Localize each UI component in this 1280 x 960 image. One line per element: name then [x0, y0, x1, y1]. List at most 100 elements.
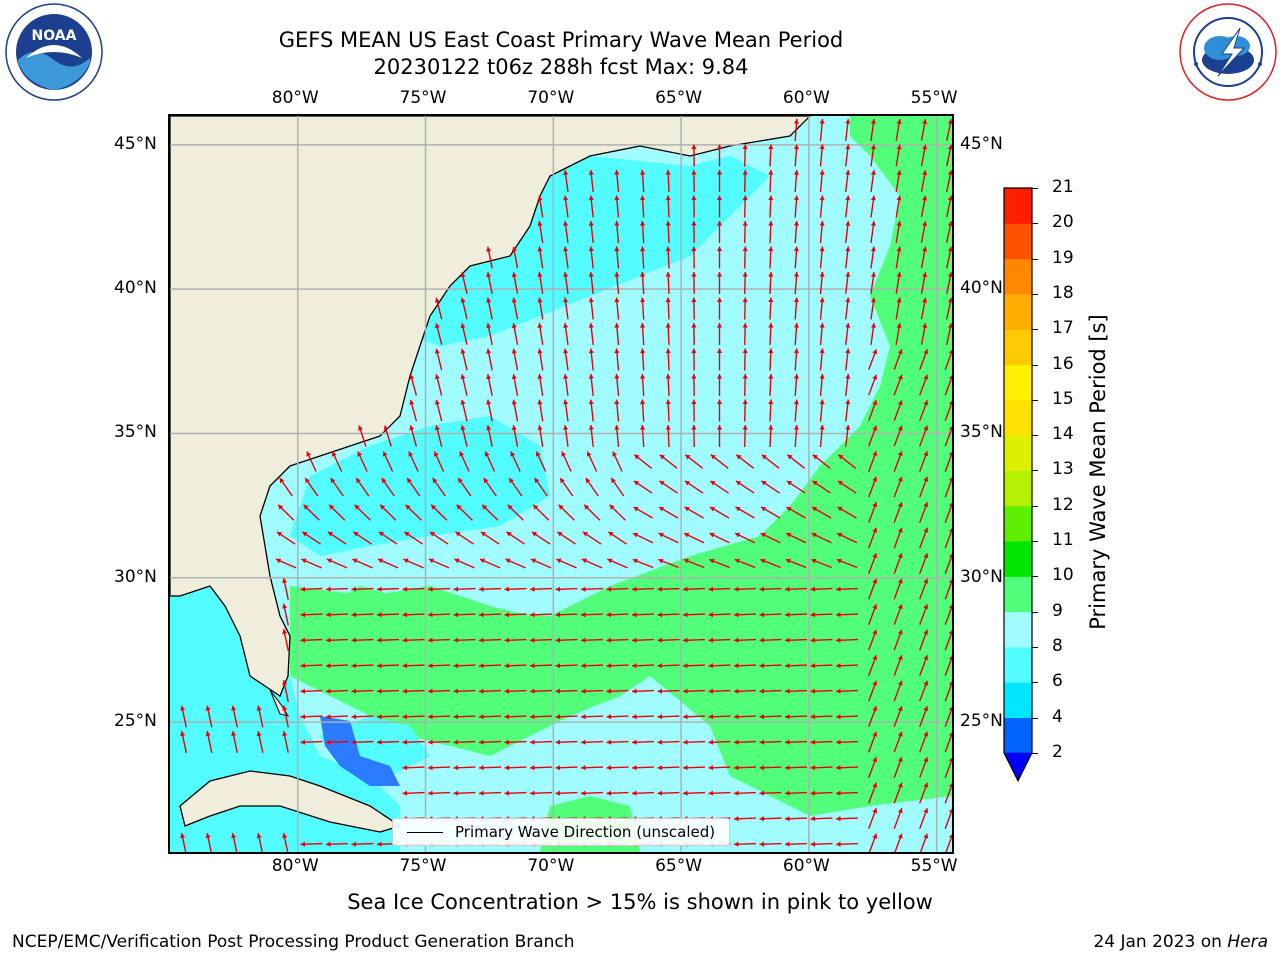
wave-direction-arrowhead — [530, 765, 535, 771]
wave-direction-arrowhead — [303, 504, 309, 510]
wave-direction-arrowhead — [657, 637, 663, 643]
colorbar-bin — [1004, 364, 1032, 401]
wave-direction-arrowhead — [665, 374, 671, 379]
colorbar-level-label: 2 — [1052, 741, 1063, 762]
wave-direction-arrowhead — [665, 272, 671, 277]
wave-direction-arrowhead — [486, 323, 492, 329]
wave-direction-arrowhead — [537, 195, 543, 201]
wave-direction-arrowhead — [563, 272, 569, 277]
wave-direction-arrowhead — [793, 323, 799, 328]
wave-direction-arrowhead — [897, 604, 903, 610]
wave-direction-arrowhead — [428, 714, 433, 720]
wave-direction-arrowhead — [563, 374, 569, 379]
wave-direction-arrowhead — [377, 739, 382, 745]
wave-direction-arrowhead — [606, 688, 612, 694]
wave-direction-arrowhead — [479, 688, 484, 694]
legend-label: Primary Wave Direction (unscaled) — [455, 823, 716, 841]
wave-direction-arrowhead — [735, 507, 741, 512]
wave-direction-arrowhead — [657, 714, 663, 720]
wave-direction-arrowhead — [504, 714, 510, 720]
wave-direction-arrowhead — [275, 558, 282, 564]
wave-direction-arrowhead — [768, 297, 774, 303]
wave-direction-arrowhead — [282, 603, 288, 609]
wave-direction-arrowhead — [734, 790, 739, 796]
wave-direction-arrowhead — [922, 119, 928, 125]
lon-tick-label-top: 55°W — [910, 88, 958, 108]
wave-direction-arrowhead — [608, 531, 614, 537]
wave-direction-arrowhead — [282, 731, 288, 737]
lon-tick-label-bottom: 55°W — [910, 856, 958, 876]
wave-direction-arrowhead — [923, 502, 929, 508]
wave-direction-arrowhead — [948, 655, 952, 660]
wave-direction-arrowhead — [504, 688, 510, 694]
wave-direction-arrowhead — [531, 531, 538, 537]
wave-direction-arrowhead — [561, 451, 567, 457]
wave-direction-arrowhead — [640, 323, 646, 328]
colorbar-title: Primary Wave Mean Period [s] — [1086, 314, 1110, 630]
wave-direction-arrowhead — [716, 348, 723, 353]
wave-direction-arrowhead — [563, 221, 569, 226]
wave-direction-arrowhead — [923, 655, 929, 661]
wave-direction-arrowhead — [665, 170, 671, 175]
wave-direction-arrowhead — [684, 507, 690, 512]
wave-direction-arrowhead — [709, 558, 715, 564]
wave-direction-arrowhead — [282, 705, 288, 711]
wave-direction-arrowhead — [684, 480, 691, 486]
wave-direction-arrowhead — [511, 374, 517, 380]
wave-direction-arrowhead — [872, 527, 878, 533]
wave-direction-arrowhead — [710, 480, 716, 486]
wave-direction-arrowhead — [665, 195, 671, 201]
wave-direction-arrowhead — [922, 195, 928, 201]
wave-direction-arrowhead — [734, 558, 740, 564]
wave-direction-arrowhead — [872, 476, 878, 482]
colorbar-bin — [1004, 646, 1032, 683]
wave-direction-arrowhead — [923, 476, 929, 482]
wave-direction-arrowhead — [845, 246, 851, 252]
wave-direction-arrowhead — [691, 221, 697, 226]
wave-direction-arrowhead — [505, 558, 511, 564]
wave-direction-arrowhead — [793, 348, 799, 354]
wave-direction-arrowhead — [897, 655, 903, 661]
wave-direction-arrowhead — [836, 739, 841, 745]
wave-direction-arrowhead — [716, 221, 723, 226]
wave-direction-arrowhead — [614, 246, 620, 252]
wave-direction-arrowhead — [657, 688, 663, 694]
wave-direction-arrowhead — [640, 170, 646, 175]
wave-direction-arrowhead — [768, 246, 774, 252]
wave-direction-arrowhead — [479, 714, 484, 720]
wave-direction-arrowhead — [479, 558, 486, 564]
wave-direction-arrowhead — [819, 297, 825, 303]
wave-direction-arrowhead — [897, 451, 903, 457]
wave-direction-arrowhead — [305, 478, 310, 484]
wave-direction-arrowhead — [377, 586, 382, 592]
wave-direction-arrowhead — [897, 680, 903, 686]
wave-direction-arrowhead — [453, 790, 459, 796]
wave-direction-arrowhead — [581, 714, 586, 720]
wave-direction-arrowhead — [786, 532, 792, 538]
wave-direction-arrowhead — [358, 425, 363, 431]
wave-direction-arrowhead — [276, 531, 283, 537]
lon-tick-label-bottom: 70°W — [527, 856, 575, 876]
wave-direction-arrowhead — [872, 349, 878, 355]
wave-direction-arrowhead — [563, 425, 569, 430]
chart-title: GEFS MEAN US East Coast Primary Wave Mea… — [278, 28, 844, 52]
wave-direction-arrowhead — [768, 195, 774, 201]
wave-direction-arrowhead — [683, 558, 689, 564]
wave-direction-arrowhead — [300, 714, 306, 720]
wave-direction-arrowhead — [872, 451, 878, 457]
wave-direction-arrowhead — [837, 507, 843, 512]
wave-direction-arrowhead — [870, 195, 876, 201]
wave-direction-arrowhead — [793, 144, 799, 150]
graticule — [170, 116, 952, 852]
wave-direction-arrowhead — [326, 586, 331, 592]
wave-direction-arrowhead — [897, 808, 903, 814]
colorbar-bin — [1004, 188, 1032, 224]
wave-direction-arrowhead — [585, 478, 591, 484]
wave-direction-arrowhead — [351, 663, 357, 669]
wave-direction-arrowhead — [819, 170, 825, 175]
wave-direction-arrowhead — [231, 705, 237, 711]
wave-direction-arrowhead — [511, 297, 517, 303]
wave-direction-arrowhead — [582, 531, 589, 537]
wave-direction-arrowhead — [378, 531, 385, 537]
wave-direction-arrowhead — [405, 504, 411, 510]
